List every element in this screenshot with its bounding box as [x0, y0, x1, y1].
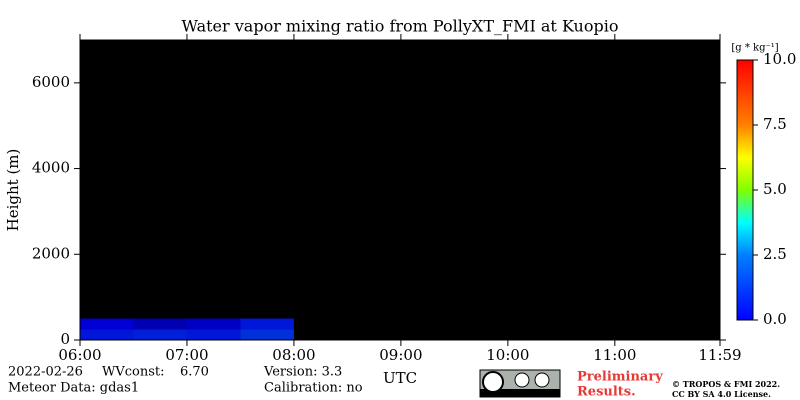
x-axis-label: UTC	[383, 369, 417, 387]
y-tick-label: 6000	[32, 73, 70, 91]
date: 2022-02-26	[8, 365, 83, 380]
y-tick-label: 0	[60, 330, 70, 348]
colorbar-tick-label: 0.0	[763, 310, 787, 328]
heatmap-cell	[80, 329, 134, 340]
version: Version: 3.3	[263, 365, 342, 380]
x-tick-label: 11:00	[593, 346, 636, 364]
x-tick-label: 06:00	[58, 346, 101, 364]
copyright-2: CC BY SA 4.0 License.	[672, 389, 771, 399]
colorbar-tick-label: 2.5	[763, 245, 787, 263]
x-tick-label: 08:00	[272, 346, 315, 364]
x-tick-label: 10:00	[486, 346, 529, 364]
copyright-1: © TROPOS & FMI 2022.	[672, 379, 780, 389]
plot-area	[80, 40, 720, 340]
heatmap-cell	[80, 318, 134, 330]
prelim-line-1: Preliminary	[577, 370, 663, 385]
x-tick-label: 11:59	[698, 346, 741, 364]
wvconst-label: WVconst:	[102, 365, 165, 380]
plot-frame	[79, 39, 721, 341]
heatmap-cell	[186, 329, 241, 340]
meteor: Meteor Data: gdas1	[8, 381, 139, 396]
colorbar-tick-label: 10.0	[763, 50, 796, 68]
x-tick-label: 07:00	[165, 346, 208, 364]
heatmap-cell	[133, 318, 187, 330]
heatmap-cell	[240, 318, 294, 330]
colorbar-tick-label: 7.5	[763, 115, 787, 133]
y-axis-label: Height (m)	[4, 149, 22, 232]
colorbar-tick-label: 5.0	[763, 180, 787, 198]
y-tick-label: 4000	[32, 159, 70, 177]
chart-title: Water vapor mixing ratio from PollyXT_FM…	[182, 17, 619, 36]
y-tick-label: 2000	[32, 244, 70, 262]
heatmap-cell	[186, 318, 241, 330]
colorbar-label: [g * kg⁻¹]	[731, 43, 778, 54]
heatmap-cell	[240, 329, 294, 340]
wvconst: 6.70	[180, 365, 209, 380]
cc-badge	[479, 369, 561, 398]
x-tick-label: 09:00	[379, 346, 422, 364]
colorbar	[736, 59, 754, 321]
calibration: Calibration: no	[264, 381, 363, 396]
prelim-line-2: Results.	[577, 385, 636, 400]
heatmap-cell	[133, 329, 187, 340]
